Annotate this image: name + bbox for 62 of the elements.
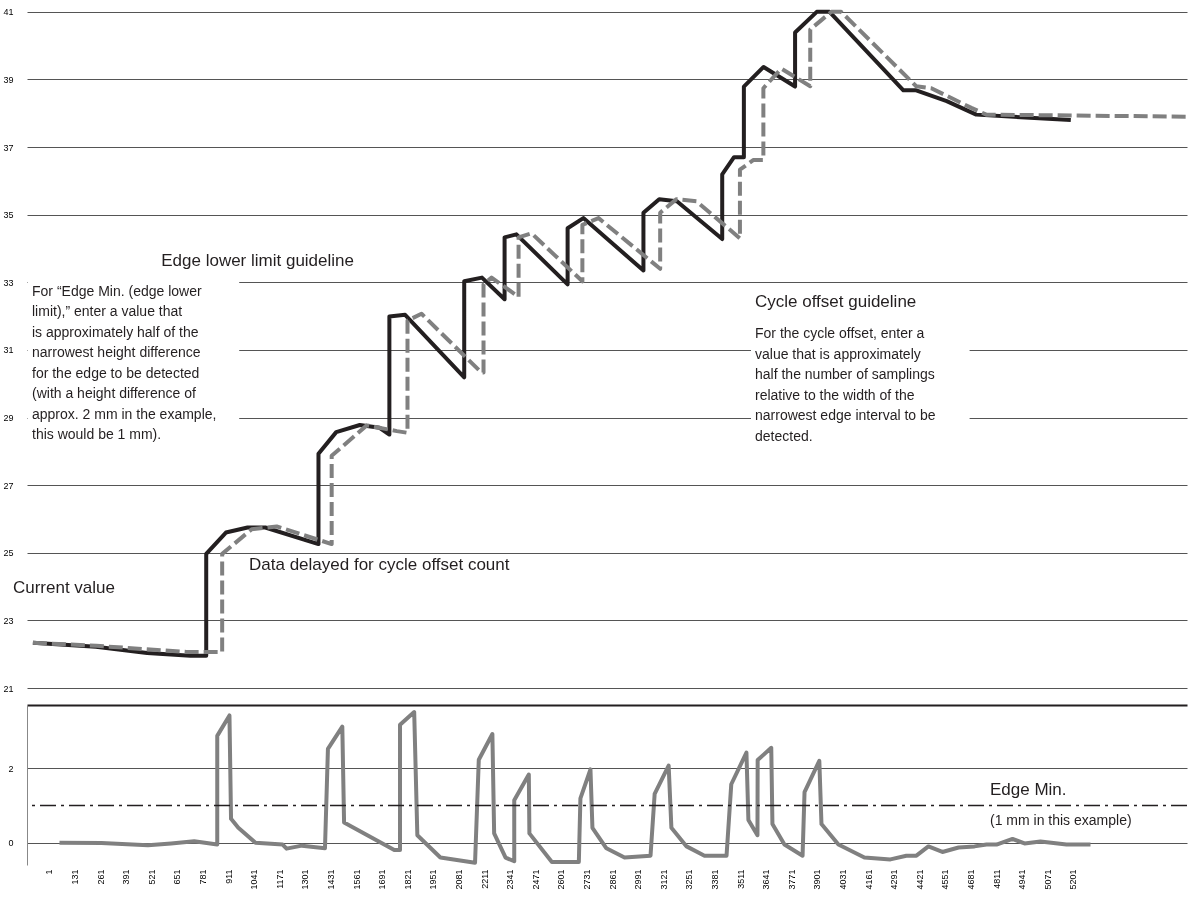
y-tick-label: 39 <box>3 74 14 85</box>
y-tick-label: 21 <box>3 683 14 694</box>
annotation: For the cycle offset, enter a value that is approximately half the number of samplings relative to the width of the narrowest edge interval to be detected. <box>755 325 936 444</box>
x-tick-label: 1691 <box>377 869 388 890</box>
series-label: Data delayed for cycle offset count <box>249 554 510 574</box>
annotation: For “Edge Min. (edge lower limit),” enter a value that is approximately half of the narrowest height difference for the edge to be detected (with a height difference of approx. 2 mm in the example, this would be 1 mm). <box>32 282 217 443</box>
x-tick-label: 3901 <box>812 869 823 890</box>
y-tick-label: 25 <box>3 548 14 559</box>
x-tick-label: 2991 <box>633 869 644 890</box>
x-tick-label: 4811 <box>991 869 1002 889</box>
y-tick-label: 27 <box>3 480 14 491</box>
x-tick-label: 3381 <box>710 869 721 890</box>
text: Current value <box>12 577 115 597</box>
y-tick-label: 2 <box>8 763 14 774</box>
x-tick-label: 1301 <box>300 869 311 890</box>
y-tick-label: 31 <box>3 345 14 356</box>
x-tick-label: 911 <box>223 869 234 884</box>
x-tick-label: 2471 <box>530 869 541 890</box>
x-tick-label: 1821 <box>402 869 413 890</box>
y-tick-label: 0 <box>8 838 14 849</box>
x-tick-label: 2081 <box>454 869 464 890</box>
x-tick-label: 4161 <box>863 869 874 890</box>
x-tick-label: 3121 <box>658 869 669 890</box>
x-tick-label: 2211 <box>479 869 490 889</box>
x-tick-label: 3641 <box>761 869 772 890</box>
x-tick-label: 2341 <box>505 869 516 890</box>
x-tick-label: 1171 <box>274 869 285 889</box>
x-tick-label: 5071 <box>1042 869 1053 890</box>
x-tick-label: 4291 <box>889 869 900 890</box>
x-tick-label: 2601 <box>556 869 567 890</box>
x-tick-label: 4031 <box>838 869 849 890</box>
x-tick-label: 391 <box>121 869 132 885</box>
ref-line-label: Edge Min. <box>990 780 1067 800</box>
x-tick-label: 4421 <box>914 869 925 890</box>
x-tick-label: 131 <box>69 869 80 885</box>
x-tick-label: 781 <box>197 869 208 885</box>
x-tick-label: 5201 <box>1068 869 1079 890</box>
y-tick-label: 23 <box>3 615 14 626</box>
x-tick-label: 1561 <box>351 869 362 890</box>
y-tick-label: 41 <box>3 7 14 18</box>
y-tick-label: 35 <box>3 210 14 221</box>
x-tick-label: 1041 <box>249 869 260 890</box>
x-tick-label: 651 <box>172 869 183 885</box>
x-tick-label: 1 <box>44 869 55 875</box>
annotation: Edge lower limit guideline <box>161 251 354 271</box>
x-tick-label: 2731 <box>582 869 593 890</box>
x-tick-label: 4681 <box>966 869 977 890</box>
x-tick-label: 261 <box>95 869 106 885</box>
y-tick-label: 33 <box>3 277 14 288</box>
x-tick-label: 4551 <box>940 869 951 890</box>
x-tick-label: 1431 <box>325 869 336 890</box>
x-tick-label: 521 <box>146 869 157 885</box>
y-tick-label: 29 <box>3 413 14 424</box>
x-tick-label: 3251 <box>684 869 695 890</box>
x-tick-label: 4941 <box>1017 869 1028 890</box>
annotation: Cycle offset guideline <box>755 291 917 311</box>
x-tick-label: 2861 <box>607 869 618 890</box>
annotation: (1 mm in this example) <box>990 812 1132 829</box>
x-tick-label: 3771 <box>786 869 797 890</box>
y-tick-label: 37 <box>3 142 14 153</box>
x-tick-label: 1951 <box>428 869 439 890</box>
x-tick-label: 3511 <box>735 869 746 889</box>
